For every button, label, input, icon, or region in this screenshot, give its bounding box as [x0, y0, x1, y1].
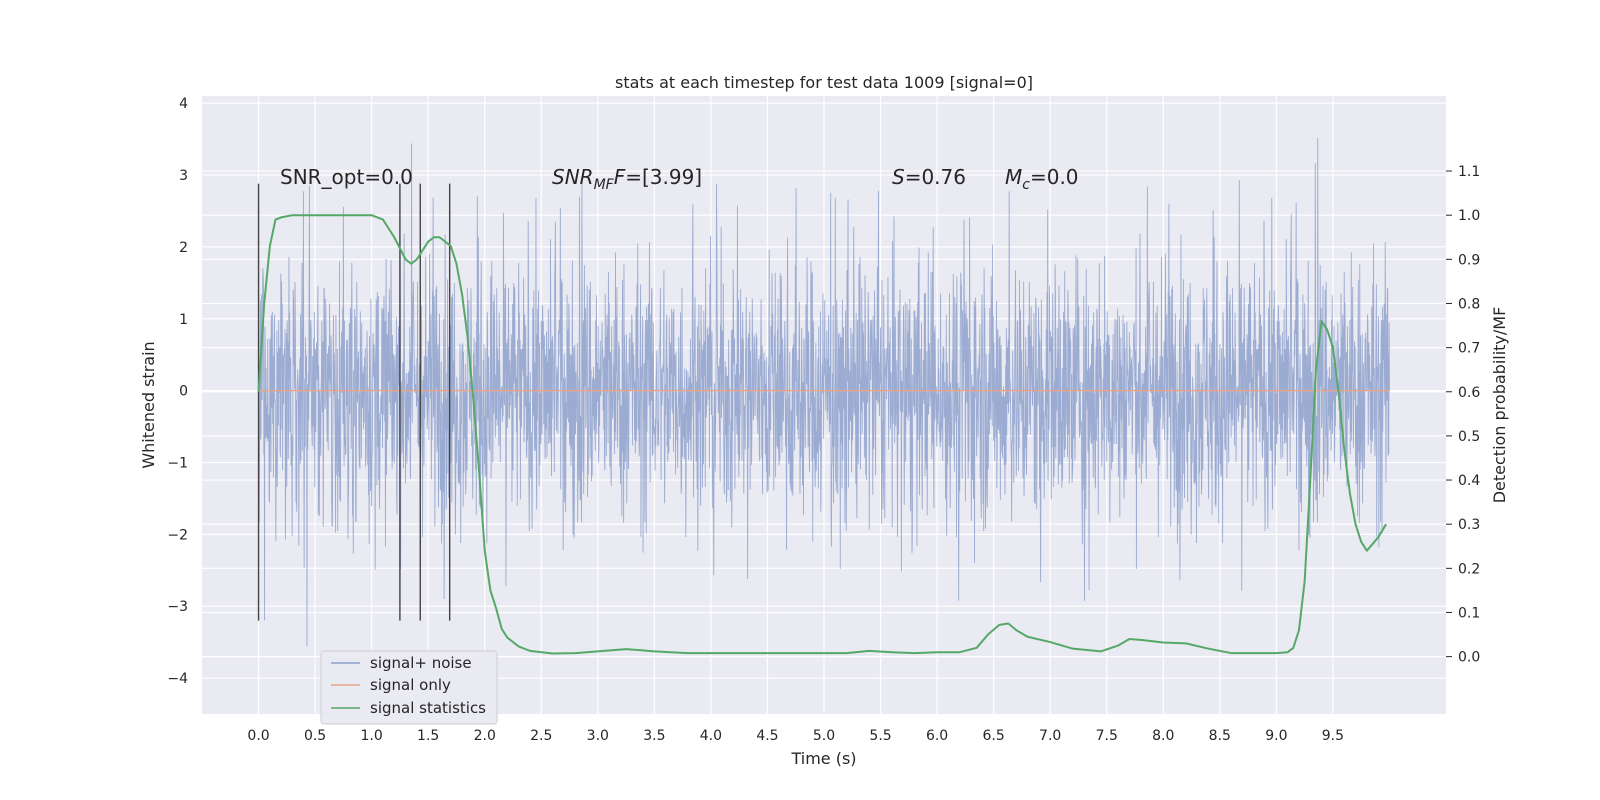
x-tick-label: 8.5	[1209, 728, 1231, 744]
y2-tick-label: 0.5	[1458, 429, 1480, 445]
annotation-s: S=0.76	[892, 165, 966, 189]
y2-tick-label: 1.0	[1458, 208, 1480, 224]
x-tick-label: 1.0	[361, 728, 383, 744]
y2-axis-label: Detection probability/MF	[1490, 307, 1509, 504]
x-tick-label: 0.0	[247, 728, 269, 744]
annotation-snr-mf-main: SNR	[552, 165, 594, 189]
vertical-markers	[257, 183, 451, 621]
x-tick-label: 6.5	[983, 728, 1005, 744]
signal-statistics-line	[257, 214, 1387, 655]
y-tick-label: −3	[167, 599, 188, 615]
x-tick-label: 9.0	[1265, 728, 1287, 744]
x-tick-label: 9.5	[1322, 728, 1344, 744]
tick-labels: 0.0 0.5 1.0 1.5 2.0 2.5 3.0 3.5 4.0 4.5 5.0 5.5 6.0 6…	[167, 96, 1480, 744]
y2-tick-label: 0.6	[1458, 385, 1480, 401]
y-tick-label: 4	[179, 96, 188, 112]
y2-tick-label: 0.7	[1458, 341, 1480, 357]
x-tick-label: 3.5	[643, 728, 665, 744]
annotation-mc-sub: c	[1022, 177, 1030, 193]
legend-box	[320, 650, 498, 725]
y-axis-label: Whitened strain	[139, 341, 158, 468]
annotation-snr-mf: SNRMFF=[3.99]	[552, 165, 702, 193]
annotation-s-main: S	[892, 165, 905, 189]
annotation-s-value: =0.76	[905, 165, 966, 189]
x-tick-label: 6.0	[926, 728, 948, 744]
y2-tick-label: 0.4	[1458, 473, 1480, 489]
y2-tick-label: 1.1	[1458, 164, 1480, 180]
chart-title: stats at each timestep for test data 100…	[615, 73, 1033, 92]
y-tick-label: 0	[179, 384, 188, 400]
x-axis-label: Time (s)	[790, 749, 856, 768]
y-tick-label: 1	[179, 312, 188, 328]
signal-noise-line	[258, 137, 1390, 647]
x-tick-label: 2.5	[530, 728, 552, 744]
y2-tick-label: 0.3	[1458, 517, 1480, 533]
legend-label-signal-only: signal only	[370, 676, 451, 694]
y-tick-label: −4	[167, 671, 188, 687]
x-tick-label: 5.0	[813, 728, 835, 744]
annotation-snr-opt: SNR_opt=0.0	[280, 165, 413, 189]
annotation-snr-mf-f: F	[614, 165, 626, 189]
y2-tick-label: 0.0	[1458, 650, 1480, 666]
y-tick-label: −1	[167, 455, 188, 471]
y-tick-label: 3	[179, 168, 188, 184]
x-tick-label: 4.0	[700, 728, 722, 744]
x-tick-label: 8.0	[1152, 728, 1174, 744]
x-tick-label: 1.5	[417, 728, 439, 744]
legend-label-signal-statistics: signal statistics	[370, 699, 486, 717]
y-tick-label: 2	[179, 240, 188, 256]
annotation-mc-value: =0.0	[1030, 165, 1079, 189]
y2-tick-label: 0.1	[1458, 605, 1480, 621]
x-tick-label: 7.0	[1039, 728, 1061, 744]
series-signal-statistics	[257, 214, 1387, 655]
x-tick-label: 7.5	[1096, 728, 1118, 744]
annotation-mc-main: M	[1005, 165, 1022, 189]
x-tick-label: 3.0	[587, 728, 609, 744]
legend-label-signal-noise: signal+ noise	[370, 654, 472, 672]
x-tick-label: 5.5	[869, 728, 891, 744]
legend: signal+ noise signal only signal statist…	[320, 650, 498, 725]
x-tick-label: 0.5	[304, 728, 326, 744]
annotation-snr-mf-sub: MF	[594, 177, 615, 193]
y2-tick-label: 0.8	[1458, 296, 1480, 312]
annotation-mc: Mc=0.0	[1005, 165, 1079, 193]
y2-tick-label: 0.9	[1458, 252, 1480, 268]
x-tick-label: 4.5	[756, 728, 778, 744]
annotation-snr-mf-value: =[3.99]	[625, 165, 702, 189]
x-tick-label: 2.0	[474, 728, 496, 744]
y-tick-label: −2	[167, 527, 188, 543]
y2-tick-label: 0.2	[1458, 561, 1480, 577]
